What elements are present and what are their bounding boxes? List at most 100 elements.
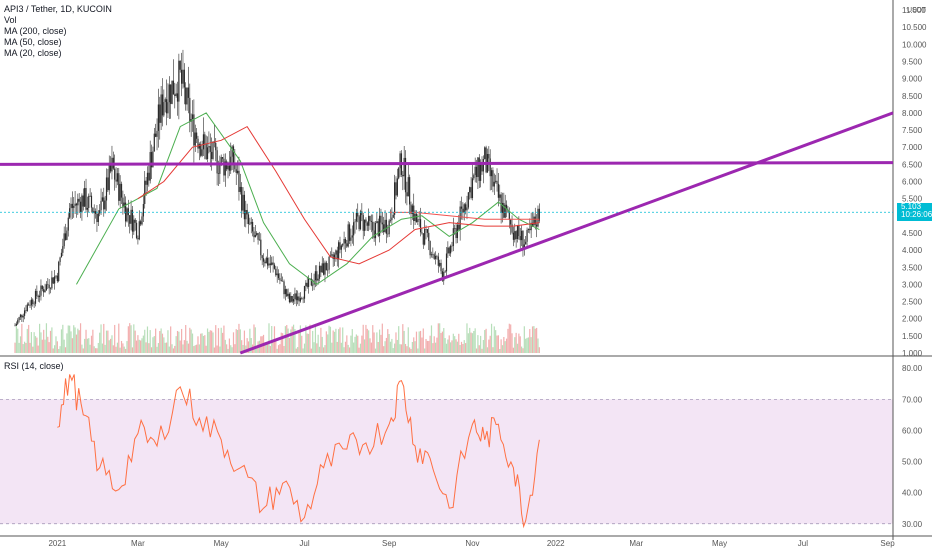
- candle-body: [448, 247, 450, 254]
- candle-body: [148, 172, 150, 181]
- candle-body: [149, 152, 151, 181]
- time-axis-tick: Sep: [880, 539, 895, 548]
- volume-bar: [212, 332, 214, 353]
- candle-body: [279, 278, 281, 281]
- volume-bar: [523, 326, 525, 353]
- candle-body: [161, 94, 164, 116]
- volume-bar: [220, 327, 222, 353]
- ma50-indicator-label[interactable]: MA (50, close): [4, 37, 62, 47]
- volume-bar: [267, 344, 269, 353]
- price-axis-tick: 1.500: [902, 332, 923, 341]
- volume-bar: [465, 343, 467, 353]
- candle-body: [465, 204, 467, 211]
- candle-body: [140, 221, 142, 225]
- candle-body: [23, 310, 26, 316]
- volume-bar: [302, 348, 304, 353]
- resistance-trendline[interactable]: [0, 161, 894, 166]
- volume-bar: [466, 323, 468, 353]
- volume-bar: [56, 341, 58, 353]
- candle-body: [306, 282, 308, 287]
- candle-body: [477, 157, 479, 178]
- volume-bar: [376, 332, 378, 353]
- candle-body: [357, 212, 359, 217]
- candle-body: [58, 261, 60, 282]
- price-axis-tick: 11.000: [902, 6, 926, 15]
- candle-body: [193, 114, 195, 146]
- symbol-title[interactable]: API3 / Tether, 1D, KUCOIN: [4, 4, 112, 14]
- volume-bar: [413, 337, 415, 353]
- volume-bar: [153, 336, 155, 353]
- volume-bar: [63, 339, 65, 353]
- candle-body: [434, 255, 437, 259]
- volume-bar: [246, 338, 248, 353]
- volume-bar: [357, 335, 359, 353]
- ma200-indicator-label[interactable]: MA (200, close): [4, 26, 67, 36]
- candle-body: [22, 315, 24, 318]
- volume-bar: [193, 346, 195, 353]
- price-axis-tick: 9.500: [902, 57, 923, 66]
- rsi-axis-tick: 70.00: [902, 395, 923, 404]
- candle-body: [514, 231, 516, 240]
- volume-bar: [496, 335, 498, 353]
- candle-body: [165, 99, 168, 114]
- candle-body: [432, 254, 434, 255]
- volume-bar: [395, 332, 397, 353]
- volume-bar: [178, 331, 180, 353]
- volume-bar: [417, 348, 419, 353]
- volume-bar: [440, 333, 442, 353]
- candle-body: [321, 263, 323, 273]
- volume-bar: [478, 345, 480, 353]
- volume-bar: [484, 330, 486, 353]
- price-axis-tick: 2.500: [902, 298, 923, 307]
- volume-bar: [471, 333, 474, 353]
- candle-body: [489, 158, 491, 177]
- volume-bar: [191, 333, 194, 353]
- volume-bar: [142, 335, 144, 353]
- candle-body: [239, 186, 241, 192]
- candle-body: [62, 246, 64, 253]
- support-trendline[interactable]: [239, 111, 894, 355]
- volume-bar: [306, 333, 308, 353]
- rsi-indicator-label[interactable]: RSI (14, close): [4, 361, 64, 371]
- volume-bar: [120, 340, 123, 353]
- volume-bar: [73, 325, 75, 353]
- candle-body: [181, 69, 183, 84]
- candle-body: [110, 164, 112, 172]
- candle-body: [92, 207, 94, 213]
- candle-body: [298, 296, 300, 302]
- candle-body: [500, 194, 502, 213]
- volume-bar: [486, 347, 489, 353]
- candle-body: [30, 299, 33, 306]
- candle-body: [269, 263, 271, 265]
- candle-body: [261, 255, 263, 259]
- candle-body: [373, 230, 375, 239]
- volume-indicator-label[interactable]: Vol: [4, 15, 17, 25]
- candle-body: [325, 262, 327, 271]
- candle-body: [396, 178, 398, 196]
- volume-bar: [441, 331, 444, 353]
- volume-bar: [415, 331, 418, 353]
- volume-bar: [533, 326, 535, 353]
- volume-bar: [514, 337, 516, 353]
- volume-bar: [82, 348, 84, 353]
- volume-bar: [363, 339, 366, 353]
- candle-body: [388, 220, 390, 235]
- volume-bar: [54, 345, 56, 353]
- volume-bar: [380, 334, 382, 353]
- volume-bar: [25, 342, 27, 353]
- volume-bar: [354, 336, 356, 353]
- candle-body: [234, 163, 236, 170]
- ma-line-50: [137, 125, 540, 265]
- candle-body: [522, 230, 524, 249]
- candle-body: [257, 233, 259, 240]
- ma20-indicator-label[interactable]: MA (20, close): [4, 48, 62, 58]
- candle-body: [307, 278, 310, 287]
- volume-bar: [69, 325, 71, 353]
- candle-body: [441, 271, 444, 281]
- volume-bar: [531, 326, 534, 353]
- volume-bar: [404, 343, 407, 353]
- volume-bar: [211, 330, 213, 353]
- volume-bar: [100, 324, 102, 353]
- volume-bar: [108, 340, 110, 353]
- volume-bar: [190, 329, 192, 353]
